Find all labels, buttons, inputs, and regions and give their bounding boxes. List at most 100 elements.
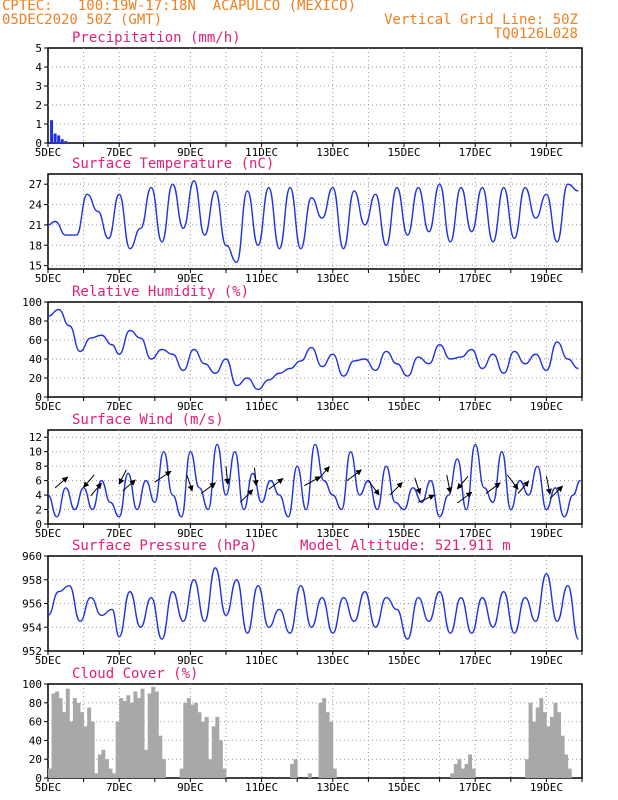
- cloud-bar: [293, 759, 298, 778]
- y-tick-label: 27: [29, 178, 42, 191]
- panel-subtitle: Model Altitude: 521.911 m: [300, 538, 511, 554]
- wind-arrow: [545, 476, 552, 495]
- x-tick-label: 7DEC: [106, 272, 133, 285]
- cloud-bar: [112, 773, 117, 778]
- panel-humidity: 0 20 40 60 80 100 5DEC 7DEC 9DEC 11DEC 13DEC 15DEC 1…: [22, 284, 583, 413]
- plot-frame: [47, 47, 583, 144]
- x-tick-label: 5DEC: [35, 527, 62, 540]
- y-tick-label: 0: [35, 137, 42, 150]
- panel-title: Surface Pressure (hPa): [72, 538, 257, 554]
- panel-title: Surface Temperature (nC): [72, 156, 274, 172]
- x-tick-label: 11DEC: [245, 527, 278, 540]
- x-tick-label: 17DEC: [459, 272, 492, 285]
- wind-arrow: [252, 467, 259, 487]
- cloud-bar: [218, 740, 223, 778]
- cloud-bar: [197, 712, 202, 778]
- wind-arrow: [414, 477, 422, 495]
- wind-arrow: [304, 476, 322, 487]
- x-tick-label: 15DEC: [387, 527, 420, 540]
- y-tick-label: 0: [35, 518, 42, 531]
- header-station: CPTEC: 100:19W-17:18N ACAPULCO (MEXICO): [2, 0, 357, 14]
- panel-precipitation: 0 1 2 3 4 5 5DEC 7DEC 9DEC 11DEC 13DEC 15DEC 17DEC 19…: [35, 30, 583, 159]
- panel-title: Cloud Cover (%): [72, 666, 198, 682]
- y-tick-label: 0: [35, 772, 42, 785]
- cloud-bar: [69, 721, 74, 778]
- wind-arrow: [485, 482, 501, 495]
- cloud-bar: [208, 759, 213, 778]
- cloud-bar: [190, 704, 195, 778]
- cloud-bar: [567, 768, 572, 778]
- cloud-bar: [48, 768, 52, 778]
- cloud-bar: [290, 763, 295, 778]
- cloud-bar: [126, 695, 131, 778]
- y-tick-label: 18: [29, 239, 42, 252]
- wind-arrow: [456, 475, 469, 490]
- x-tick-label: 19DEC: [530, 272, 563, 285]
- panel-wind: 02 46 810 12 5DEC 7DEC 9DEC 11DEC 13DEC 15DEC 17DE…: [29, 412, 583, 540]
- y-tick-label: 4: [35, 489, 42, 502]
- y-tick-label: 5: [35, 42, 42, 55]
- wind-arrow: [122, 479, 136, 492]
- wind-arrow: [367, 480, 380, 496]
- x-tick-label: 19DEC: [530, 400, 563, 413]
- x-tick-label: 7DEC: [106, 654, 133, 667]
- panel-pressure: 952 954 956 958 960 5DEC 7DEC 9DEC 11DEC 13DEC 15D…: [22, 538, 583, 667]
- cloud-bar: [464, 763, 469, 778]
- y-tick-label: 2: [35, 504, 42, 517]
- header-run-date: 05DEC2020 50Z (GMT): [2, 12, 163, 28]
- cloud-bar: [119, 698, 124, 778]
- precip-bar: [92, 142, 96, 143]
- y-tick-label: 952: [22, 645, 42, 658]
- wind-arrow: [200, 482, 216, 495]
- wind-arrow: [318, 466, 330, 480]
- y-tick-label: 24: [29, 199, 43, 212]
- cloud-bar: [51, 693, 56, 778]
- cloud-bar: [532, 721, 537, 778]
- cloud-bar: [58, 698, 63, 778]
- cloud-bar: [329, 721, 334, 778]
- x-tick-label: 17DEC: [459, 400, 492, 413]
- y-tick-label: 80: [29, 315, 42, 328]
- cloud-bar: [101, 749, 106, 778]
- cloud-bar: [90, 721, 95, 778]
- wind-arrow: [224, 466, 231, 485]
- x-tick-label: 9DEC: [177, 781, 204, 794]
- cloud-bar: [154, 691, 159, 778]
- x-tick-label: 15DEC: [387, 400, 420, 413]
- cloud-bar: [183, 702, 188, 778]
- cloud-bar: [222, 768, 227, 778]
- cloud-bar: [201, 721, 206, 778]
- y-tick-label: 80: [29, 697, 42, 710]
- y-tick-label: 954: [22, 621, 42, 634]
- cloud-bar: [104, 759, 109, 778]
- x-tick-label: 17DEC: [459, 527, 492, 540]
- x-tick-label: 11DEC: [245, 272, 278, 285]
- y-tick-label: 15: [29, 260, 42, 273]
- precip-bar: [64, 141, 68, 143]
- precip-bar: [57, 135, 61, 143]
- wind-arrow: [389, 482, 403, 496]
- wind-arrow: [54, 476, 69, 489]
- cloud-bar: [525, 759, 529, 778]
- x-tick-label: 13DEC: [316, 527, 349, 540]
- x-tick-label: 7DEC: [106, 781, 133, 794]
- x-tick-label: 9DEC: [177, 654, 204, 667]
- wind-arrow: [506, 474, 519, 490]
- precip-bar: [53, 133, 57, 143]
- wind-line: [47, 443, 581, 518]
- cloud-bar: [322, 698, 327, 778]
- panel-temperature: 15 18 21 24 27 5DEC 7DEC 9DEC 11DEC 13DEC 15DEC 17D…: [29, 156, 583, 285]
- x-tick-label: 19DEC: [530, 527, 563, 540]
- cloud-bar: [560, 735, 565, 778]
- x-tick-label: 19DEC: [530, 781, 563, 794]
- header-model-id: TQ0126L028: [493, 26, 578, 42]
- cloud-bar: [553, 702, 558, 778]
- x-tick-label: 5DEC: [35, 781, 62, 794]
- cloud-bar: [539, 698, 544, 778]
- x-tick-label: 5DEC: [35, 146, 62, 159]
- cloud-bar: [55, 691, 60, 778]
- cloud-bar: [549, 716, 554, 778]
- x-tick-label: 7DEC: [106, 400, 133, 413]
- x-tick-label: 17DEC: [459, 654, 492, 667]
- cloud-bar: [307, 773, 312, 778]
